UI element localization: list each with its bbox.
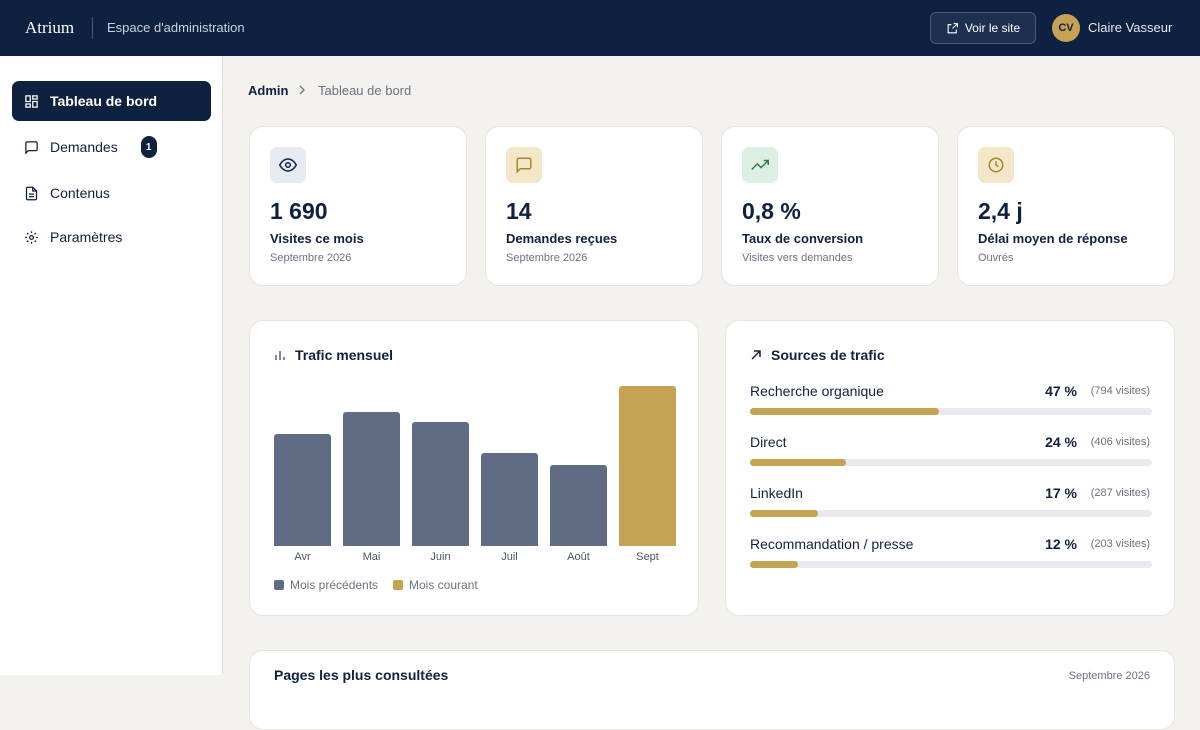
stat-sub: Ouvrés xyxy=(978,252,1014,264)
section-name: Espace d'administration xyxy=(107,20,245,35)
chart-title: Trafic mensuel xyxy=(295,347,394,363)
legend-swatch xyxy=(393,580,403,590)
stat-value: 1 690 xyxy=(270,198,328,224)
progress-bar xyxy=(750,510,819,517)
source-value: 17 % xyxy=(1045,485,1077,501)
progress-bar xyxy=(750,408,939,415)
stat-icon xyxy=(742,147,778,183)
progress-bar xyxy=(750,459,847,466)
nav-icon xyxy=(25,230,38,244)
nav-item[interactable]: Demandes 1 xyxy=(12,127,211,167)
traffic-card: Trafic mensuel Avr Mai Juin Juil Août Sept Moi… xyxy=(249,320,699,616)
card-title: Trafic mensuel xyxy=(274,347,393,363)
arrow-icon xyxy=(751,350,761,360)
source-value: 47 % xyxy=(1045,383,1077,399)
progress-track xyxy=(750,408,1152,415)
bar xyxy=(550,465,607,546)
stat-icon xyxy=(506,147,542,183)
source-name: Recommandation / presse xyxy=(750,536,914,552)
progress-track xyxy=(750,510,1152,517)
chart-title: Sources de trafic xyxy=(771,347,885,363)
source-name: Recherche organique xyxy=(750,383,884,399)
nav-item[interactable]: Paramètres xyxy=(12,217,211,257)
x-tick-label: Juin xyxy=(430,551,451,563)
legend-item: Mois précédents xyxy=(274,578,378,592)
external-icon xyxy=(947,22,958,33)
brand[interactable]: Atrium xyxy=(25,18,75,37)
stat-label: Taux de conversion xyxy=(742,231,864,246)
progress-track xyxy=(750,561,1152,568)
legend-label: Mois précédents xyxy=(290,578,379,592)
stat-value: 14 xyxy=(506,198,532,224)
sources-card: Sources de trafic Recherche organique (79… xyxy=(725,320,1175,616)
source-name: Direct xyxy=(750,434,787,450)
avatar[interactable]: CV xyxy=(1052,14,1080,42)
x-tick-label: Avr xyxy=(294,551,311,563)
nav-badge: 1 xyxy=(140,136,157,158)
legend-item: Mois courant xyxy=(393,578,478,592)
source-count: (406 visites) xyxy=(1090,436,1150,448)
nav-label: Tableau de bord xyxy=(50,93,158,109)
source-name: LinkedIn xyxy=(750,485,803,501)
user-name[interactable]: Claire Vasseur xyxy=(1088,20,1173,35)
nav-label: Contenus xyxy=(50,185,110,201)
source-count: (203 visites) xyxy=(1090,538,1150,550)
breadcrumb-item: Tableau de bord xyxy=(318,83,412,98)
card-title: Pages les plus consultées xyxy=(274,667,449,683)
bar xyxy=(481,453,538,546)
legend-label: Mois courant xyxy=(409,578,478,592)
x-tick-label: Mai xyxy=(362,551,381,563)
bar xyxy=(274,434,331,546)
nav-label: Paramètres xyxy=(50,229,123,245)
source-value: 24 % xyxy=(1045,434,1077,450)
pages-card: Pages les plus consultées Septembre 2026 xyxy=(249,650,1175,730)
stat-value: 2,4 j xyxy=(978,198,1023,224)
stat-card: 0,8 % Taux de conversion Visites vers de… xyxy=(721,126,939,286)
stat-value: 0,8 % xyxy=(742,198,801,224)
x-tick-label: Août xyxy=(567,551,590,563)
stat-sub: Visites vers demandes xyxy=(742,252,853,264)
x-tick-label: Juil xyxy=(501,551,518,563)
progress-bar xyxy=(750,561,799,568)
nav-label: Demandes xyxy=(50,139,118,155)
progress-track xyxy=(750,459,1152,466)
source-count: (287 visites) xyxy=(1090,487,1150,499)
stat-card: 2,4 j Délai moyen de réponse Ouvrés xyxy=(957,126,1175,286)
nav-item[interactable]: Tableau de bord xyxy=(12,81,211,121)
nav-icon xyxy=(25,186,38,200)
chart-icon xyxy=(275,351,285,360)
bar xyxy=(343,412,400,546)
source-value: 12 % xyxy=(1045,536,1077,552)
bar xyxy=(412,421,469,546)
card-title: Sources de trafic xyxy=(750,347,885,363)
separator xyxy=(92,17,93,39)
stat-label: Délai moyen de réponse xyxy=(978,231,1128,246)
stat-icon xyxy=(978,147,1014,183)
nav-item[interactable]: Contenus xyxy=(12,173,211,213)
stat-label: Demandes reçues xyxy=(506,231,618,246)
stat-card: 1 690 Visites ce mois Septembre 2026 xyxy=(249,126,467,286)
x-tick-label: Sept xyxy=(636,551,659,563)
view-site-label: Voir le site xyxy=(964,21,1021,35)
breadcrumb-item[interactable]: Admin xyxy=(248,83,289,98)
nav-icon xyxy=(25,94,38,108)
top-bar: Atrium Espace d'administration Voir le s… xyxy=(0,0,1200,56)
nav-icon xyxy=(25,140,38,155)
stat-icon xyxy=(270,147,306,183)
legend-swatch xyxy=(274,580,284,590)
stat-card: 14 Demandes reçues Septembre 2026 xyxy=(485,126,703,286)
view-site-button[interactable]: Voir le site xyxy=(930,12,1036,44)
stat-sub: Septembre 2026 xyxy=(270,252,352,264)
sidebar: Tableau de bord Demandes 1 Contenus Para… xyxy=(0,56,223,675)
stat-label: Visites ce mois xyxy=(270,231,364,246)
card-period: Septembre 2026 xyxy=(1068,670,1150,682)
source-count: (794 visites) xyxy=(1090,385,1150,397)
breadcrumb-separator xyxy=(299,85,305,95)
bar xyxy=(619,386,676,546)
stat-sub: Septembre 2026 xyxy=(506,252,588,264)
